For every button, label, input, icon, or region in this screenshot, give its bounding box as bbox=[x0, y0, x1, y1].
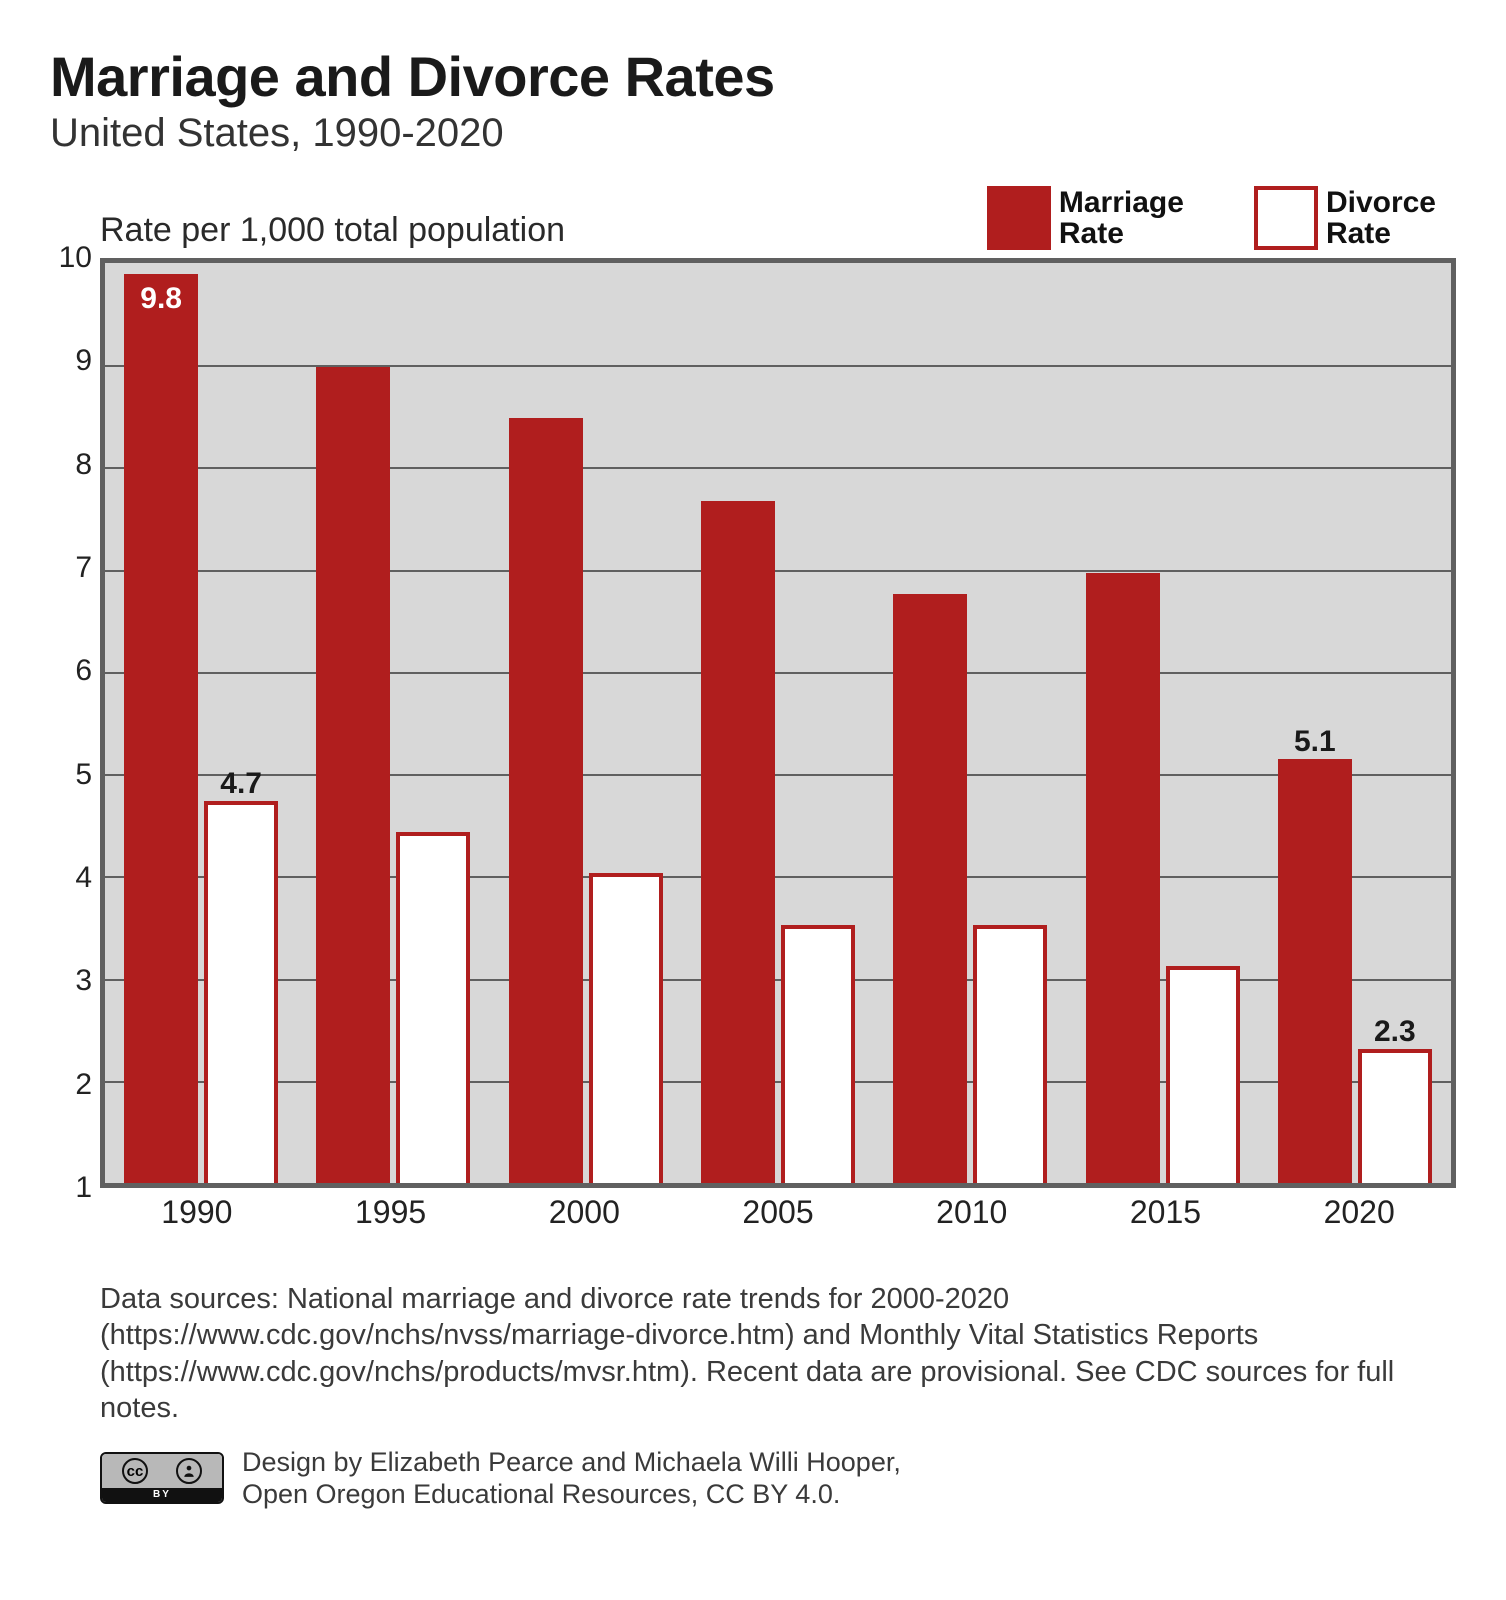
footer: Data sources: National marriage and divo… bbox=[50, 1281, 1456, 1511]
bar-group bbox=[509, 418, 663, 1183]
legend-swatch-icon bbox=[1254, 186, 1318, 250]
bar-value-label: 2.3 bbox=[1374, 1015, 1416, 1049]
page: Marriage and Divorce Rates United States… bbox=[0, 0, 1506, 1600]
bar bbox=[589, 873, 663, 1183]
plot-outer: 12345678910 9.84.75.12.3 bbox=[50, 258, 1456, 1188]
y-tick-label: 9 bbox=[75, 344, 92, 378]
legend-swatch-icon bbox=[987, 186, 1051, 250]
bar bbox=[1086, 573, 1160, 1183]
gridline bbox=[105, 467, 1451, 469]
credit-line-1: Design by Elizabeth Pearce and Michaela … bbox=[242, 1446, 901, 1478]
y-tick-label: 2 bbox=[75, 1068, 92, 1102]
x-tick-label: 1990 bbox=[100, 1194, 294, 1231]
gridline bbox=[105, 365, 1451, 367]
x-axis: 1990199520002005201020152020 bbox=[100, 1194, 1456, 1231]
bar-group: 5.12.3 bbox=[1278, 759, 1432, 1183]
data-sources-text: Data sources: National marriage and divo… bbox=[100, 1281, 1436, 1426]
x-tick-label: 2000 bbox=[487, 1194, 681, 1231]
y-axis-label: Rate per 1,000 total population bbox=[100, 211, 565, 250]
bar bbox=[701, 501, 775, 1183]
bar: 5.1 bbox=[1278, 759, 1352, 1183]
bar: 2.3 bbox=[1358, 1049, 1432, 1183]
x-tick-label: 2010 bbox=[875, 1194, 1069, 1231]
bar-value-label: 5.1 bbox=[1294, 725, 1336, 759]
plot-inner: 9.84.75.12.3 bbox=[105, 263, 1451, 1183]
chart-top-row: Rate per 1,000 total population Marriage… bbox=[50, 186, 1456, 250]
x-tick-label: 2015 bbox=[1069, 1194, 1263, 1231]
y-axis: 12345678910 bbox=[50, 258, 100, 1188]
cc-logo-icon: cc bbox=[122, 1458, 148, 1484]
legend-item: MarriageRate bbox=[987, 186, 1184, 250]
legend-label: MarriageRate bbox=[1059, 187, 1184, 250]
credit-text: Design by Elizabeth Pearce and Michaela … bbox=[242, 1446, 901, 1511]
x-tick-label: 2020 bbox=[1262, 1194, 1456, 1231]
bar-group bbox=[1086, 573, 1240, 1183]
legend: MarriageRate DivorceRate bbox=[987, 186, 1456, 250]
bar bbox=[509, 418, 583, 1183]
y-tick-label: 8 bbox=[75, 448, 92, 482]
legend-label: DivorceRate bbox=[1326, 187, 1436, 250]
y-tick-label: 4 bbox=[75, 861, 92, 895]
credit-line-2: Open Oregon Educational Resources, CC BY… bbox=[242, 1478, 901, 1510]
y-tick-label: 6 bbox=[75, 654, 92, 688]
bar-group bbox=[316, 367, 470, 1183]
y-tick-label: 10 bbox=[59, 241, 92, 275]
cc-by-badge-icon: cc BY bbox=[100, 1452, 224, 1504]
bar bbox=[316, 367, 390, 1183]
plot-area: 9.84.75.12.3 bbox=[100, 258, 1456, 1188]
bar bbox=[973, 925, 1047, 1183]
bar: 4.7 bbox=[204, 801, 278, 1183]
bar-value-label: 4.7 bbox=[220, 767, 262, 801]
y-tick-label: 5 bbox=[75, 758, 92, 792]
credit-row: cc BY Design by Elizabeth Pearce and Mic… bbox=[100, 1446, 1436, 1511]
chart-title: Marriage and Divorce Rates bbox=[50, 44, 1456, 109]
bar-group: 9.8 4.7 bbox=[124, 274, 278, 1183]
x-tick-label: 2005 bbox=[681, 1194, 875, 1231]
bar bbox=[893, 594, 967, 1183]
legend-item: DivorceRate bbox=[1254, 186, 1436, 250]
bar bbox=[1166, 966, 1240, 1183]
bar-group bbox=[893, 594, 1047, 1183]
cc-by-label: BY bbox=[102, 1488, 222, 1502]
y-tick-label: 1 bbox=[75, 1171, 92, 1205]
x-tick-label: 1995 bbox=[294, 1194, 488, 1231]
bar bbox=[781, 925, 855, 1183]
y-tick-label: 3 bbox=[75, 964, 92, 998]
chart-subtitle: United States, 1990-2020 bbox=[50, 111, 1456, 156]
bar-value-label: 9.8 bbox=[140, 282, 182, 316]
chart-container: Rate per 1,000 total population Marriage… bbox=[50, 186, 1456, 1231]
y-tick-label: 7 bbox=[75, 551, 92, 585]
bar bbox=[396, 832, 470, 1183]
cc-person-icon bbox=[176, 1458, 202, 1484]
bar-group bbox=[701, 501, 855, 1183]
bar: 9.8 bbox=[124, 274, 198, 1183]
